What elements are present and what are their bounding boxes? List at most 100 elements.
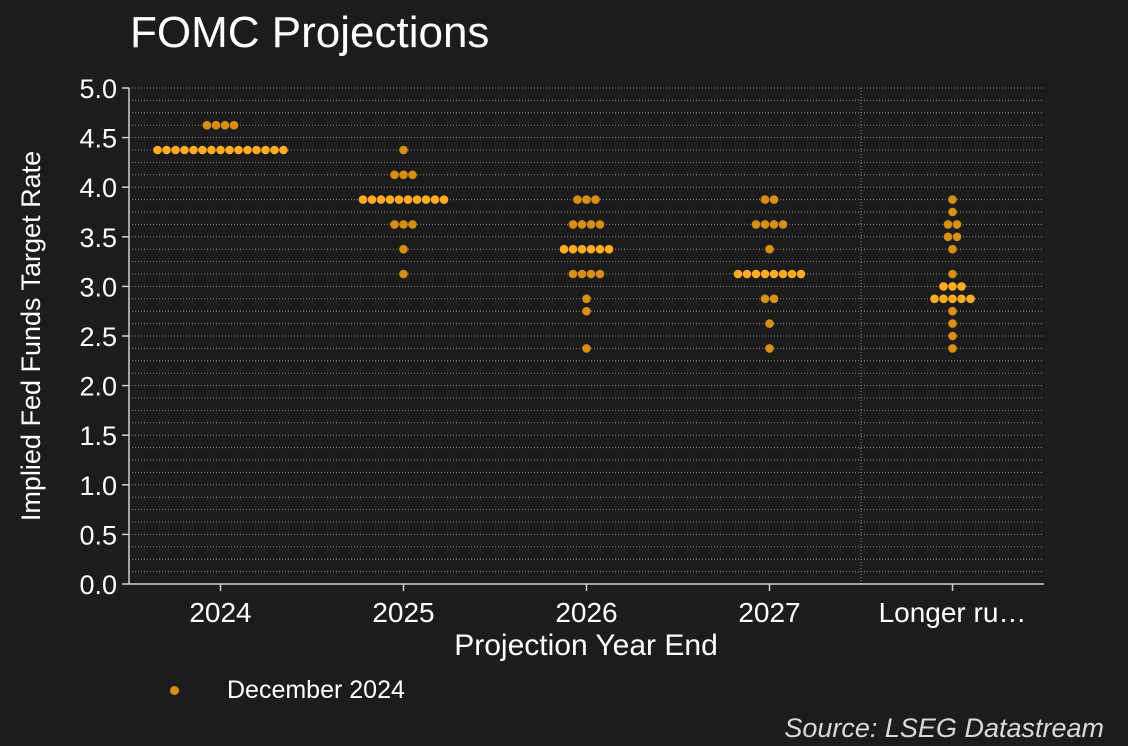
data-point — [270, 145, 279, 155]
data-point — [948, 331, 957, 341]
y-tick-label: 1.5 — [79, 421, 117, 451]
data-points — [153, 120, 975, 353]
data-point — [180, 145, 189, 155]
data-point — [577, 269, 587, 279]
data-point — [957, 294, 966, 304]
data-point — [162, 145, 171, 155]
data-point — [153, 145, 162, 155]
data-point — [769, 294, 779, 304]
data-point — [769, 195, 779, 204]
data-point — [399, 220, 408, 229]
data-point — [408, 170, 417, 180]
data-point — [760, 195, 770, 204]
y-tick-label: 0.5 — [79, 520, 117, 550]
data-point — [595, 269, 605, 279]
data-point — [765, 244, 774, 254]
data-point — [358, 195, 368, 204]
y-tick-label: 4.0 — [79, 173, 117, 203]
data-point — [760, 269, 770, 279]
data-point — [568, 244, 578, 254]
data-point — [376, 195, 386, 204]
y-tick-label: 1.0 — [79, 471, 117, 501]
data-point — [966, 294, 975, 304]
data-point — [733, 269, 743, 279]
data-point — [943, 232, 953, 242]
data-point — [582, 344, 591, 353]
data-point — [390, 170, 399, 180]
data-point — [261, 145, 270, 155]
data-point — [207, 145, 216, 155]
data-point — [220, 120, 230, 130]
data-point — [399, 145, 408, 155]
data-point — [243, 145, 252, 155]
y-tick-label: 3.0 — [79, 272, 117, 302]
data-point — [399, 269, 408, 279]
data-point — [948, 319, 957, 328]
chart-title: FOMC Projections — [130, 8, 490, 57]
data-point — [198, 145, 207, 155]
data-point — [408, 220, 417, 229]
data-point — [591, 195, 600, 204]
data-point — [765, 319, 774, 328]
data-point — [952, 220, 962, 229]
y-tick-label: 2.0 — [79, 372, 117, 402]
data-point — [769, 220, 779, 229]
data-point — [568, 220, 578, 229]
data-point — [595, 244, 605, 254]
data-point — [948, 282, 957, 291]
data-point — [765, 344, 774, 353]
data-point — [367, 195, 377, 204]
y-tick-label: 5.0 — [79, 74, 117, 104]
y-tick-label: 3.5 — [79, 223, 117, 253]
data-point — [399, 170, 408, 180]
data-point — [385, 195, 395, 204]
legend: December 2024 — [170, 676, 405, 705]
data-point — [760, 294, 770, 304]
x-tick-label: 2026 — [555, 597, 617, 628]
data-point — [559, 244, 569, 254]
data-point — [787, 269, 797, 279]
axes — [122, 87, 1044, 591]
data-point — [577, 220, 587, 229]
data-point — [399, 244, 408, 254]
data-point — [229, 120, 239, 130]
data-point — [751, 220, 761, 229]
data-point — [390, 220, 399, 229]
data-point — [421, 195, 431, 204]
data-point — [930, 294, 939, 304]
data-point — [225, 145, 234, 155]
data-point — [595, 220, 605, 229]
x-axis-label: Projection Year End — [454, 629, 718, 662]
chart-plot: 0.00.51.01.52.02.53.03.54.04.55.0 2024 20… — [16, 74, 1044, 662]
data-point — [430, 195, 440, 204]
data-point — [568, 269, 578, 279]
data-point — [939, 282, 948, 291]
y-tick-label: 0.0 — [79, 570, 117, 600]
data-point — [760, 220, 770, 229]
data-point — [948, 269, 957, 279]
y-axis-label: Implied Fed Funds Target Rate — [16, 151, 46, 521]
x-tick-label: Longer ru… — [879, 597, 1027, 628]
data-point — [751, 269, 761, 279]
legend-label: December 2024 — [227, 676, 405, 704]
data-point — [604, 244, 614, 254]
data-point — [439, 195, 449, 204]
source-note: Source: LSEG Datastream — [784, 713, 1104, 743]
data-point — [403, 195, 413, 204]
data-point — [582, 306, 591, 316]
data-point — [948, 244, 957, 254]
data-point — [742, 269, 752, 279]
data-point — [586, 244, 596, 254]
y-tick-label: 2.5 — [79, 322, 117, 352]
data-point — [279, 145, 288, 155]
data-point — [943, 220, 953, 229]
data-point — [582, 294, 591, 304]
data-point — [234, 145, 243, 155]
data-point — [957, 282, 966, 291]
data-point — [948, 306, 957, 316]
data-point — [189, 145, 198, 155]
y-tick-label: 4.5 — [79, 124, 117, 154]
y-tick-labels: 0.0 0.5 1.0 1.5 2.0 2.5 3.0 3.5 4.0 4.5 5.0 — [79, 74, 117, 600]
data-point — [582, 195, 591, 204]
gridlines — [129, 87, 1044, 584]
